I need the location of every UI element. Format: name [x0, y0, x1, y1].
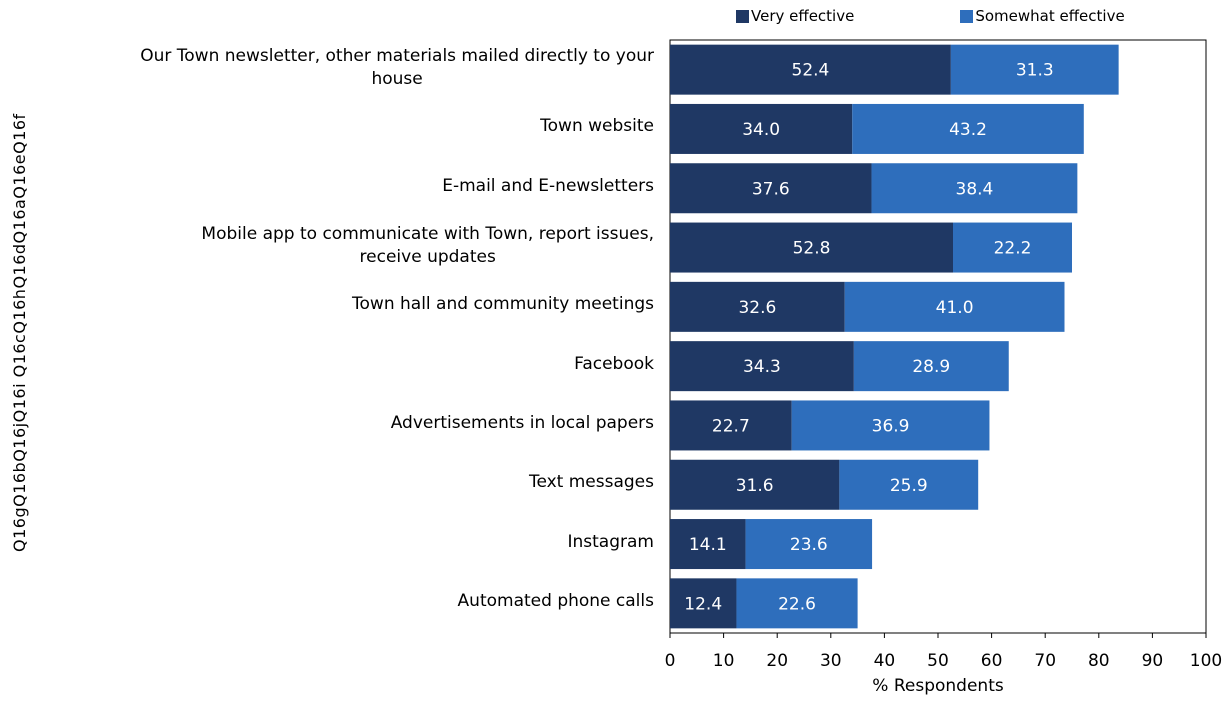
bar-somewhat-effective — [950, 44, 1119, 95]
x-tick-label: 60 — [981, 651, 1003, 671]
bar-very-effective — [670, 459, 840, 510]
category-label: Our Town newsletter, other materials mai… — [14, 45, 654, 91]
bar-somewhat-effective — [791, 400, 990, 451]
data-label: 37.6 — [752, 179, 790, 199]
data-label: 14.1 — [689, 535, 727, 555]
data-label: 36.9 — [872, 416, 910, 436]
legend-item-somewhat-effective: Somewhat effective — [960, 7, 1125, 25]
bar-very-effective — [670, 281, 845, 332]
bar-somewhat-effective — [953, 222, 1072, 273]
data-label: 34.3 — [743, 357, 781, 377]
data-label: 31.6 — [736, 476, 774, 496]
x-tick-label: 100 — [1190, 651, 1222, 671]
category-label-line: Facebook — [574, 353, 654, 374]
category-label-line: Town website — [540, 116, 654, 137]
data-label: 25.9 — [890, 476, 928, 496]
category-label: Instagram — [14, 531, 655, 554]
x-tick-label: 30 — [820, 651, 842, 671]
x-tick-label: 20 — [766, 651, 788, 671]
x-tick-label: 80 — [1088, 651, 1110, 671]
legend-swatch-somewhat-effective — [960, 9, 974, 23]
bar-somewhat-effective — [853, 341, 1009, 392]
data-label: 41.0 — [936, 298, 974, 318]
category-label-line: Automated phone calls — [457, 590, 654, 611]
category-label-line: house — [371, 68, 423, 89]
category-label-text: Automated phone calls — [458, 590, 654, 613]
x-tick-label: 90 — [1142, 651, 1164, 671]
x-tick-label: 40 — [874, 651, 896, 671]
category-label: Facebook — [14, 353, 654, 376]
data-label: 23.6 — [790, 535, 828, 555]
category-label: Advertisements in local papers — [14, 412, 654, 435]
category-label: Automated phone calls — [14, 590, 654, 613]
data-label: 52.4 — [792, 61, 830, 81]
data-label: 38.4 — [956, 179, 994, 199]
category-label: Text messages — [14, 471, 654, 494]
bar-somewhat-effective — [844, 281, 1065, 332]
bar-very-effective — [670, 103, 853, 154]
x-tick-label: 70 — [1034, 651, 1056, 671]
category-label-line: Mobile app to communicate with Town, rep… — [201, 223, 654, 244]
category-label-line: E-mail and E-newsletters — [442, 175, 654, 196]
data-label: 52.8 — [793, 239, 831, 259]
category-label-text: Advertisements in local papers — [391, 412, 654, 435]
data-label: 32.6 — [738, 298, 776, 318]
data-label: 31.3 — [1016, 61, 1054, 81]
x-tick-label: 10 — [713, 651, 735, 671]
bar-very-effective — [670, 519, 746, 570]
bar-somewhat-effective — [852, 103, 1084, 154]
legend-label-somewhat-effective: Somewhat effective — [975, 7, 1125, 25]
legend-item-very-effective: Very effective — [736, 7, 854, 25]
data-label: 22.2 — [994, 239, 1032, 259]
data-label: 34.0 — [742, 120, 780, 140]
data-label: 28.9 — [912, 357, 950, 377]
category-label-text: Town hall and community meetings — [352, 293, 654, 316]
bar-very-effective — [670, 163, 872, 214]
category-label: E-mail and E-newsletters — [14, 175, 654, 198]
bar-somewhat-effective — [745, 519, 873, 570]
data-label: 22.6 — [778, 594, 816, 614]
data-label: 22.7 — [712, 416, 750, 436]
bar-very-effective — [670, 222, 954, 273]
category-label-line: Town hall and community meetings — [352, 294, 654, 315]
bar-very-effective — [670, 44, 951, 95]
category-label: Town hall and community meetings — [14, 293, 654, 316]
x-axis-label: % Respondents — [872, 676, 1004, 696]
bar-very-effective — [670, 400, 792, 451]
category-label-line: Text messages — [528, 472, 654, 493]
bar-very-effective — [670, 341, 854, 392]
category-label-text: Facebook — [574, 353, 654, 376]
bar-very-effective — [670, 578, 737, 629]
category-label-line: Instagram — [567, 531, 655, 552]
x-tick-label: 0 — [665, 651, 676, 671]
category-label-text: Our Town newsletter, other materials mai… — [140, 45, 654, 91]
category-label-line: Our Town newsletter, other materials mai… — [140, 45, 654, 66]
x-tick-label: 50 — [927, 651, 949, 671]
category-label-line: receive updates — [359, 246, 496, 267]
category-label-line: Advertisements in local papers — [390, 412, 654, 433]
legend: Very effective Somewhat effective — [736, 7, 1125, 25]
bar-somewhat-effective — [736, 578, 858, 629]
legend-swatch-very-effective — [736, 9, 749, 23]
category-label-text: Text messages — [529, 471, 654, 494]
bar-somewhat-effective — [871, 163, 1078, 214]
category-label-text: Instagram — [568, 531, 655, 554]
category-label-text: Town website — [540, 115, 654, 138]
category-label: Mobile app to communicate with Town, rep… — [14, 223, 654, 269]
category-label: Town website — [14, 115, 654, 138]
category-label-text: E-mail and E-newsletters — [442, 175, 654, 198]
data-label: 12.4 — [684, 594, 722, 614]
data-label: 43.2 — [949, 120, 987, 140]
category-label-text: Mobile app to communicate with Town, rep… — [201, 223, 654, 269]
bar-somewhat-effective — [839, 459, 979, 510]
legend-label-very-effective: Very effective — [751, 7, 855, 25]
